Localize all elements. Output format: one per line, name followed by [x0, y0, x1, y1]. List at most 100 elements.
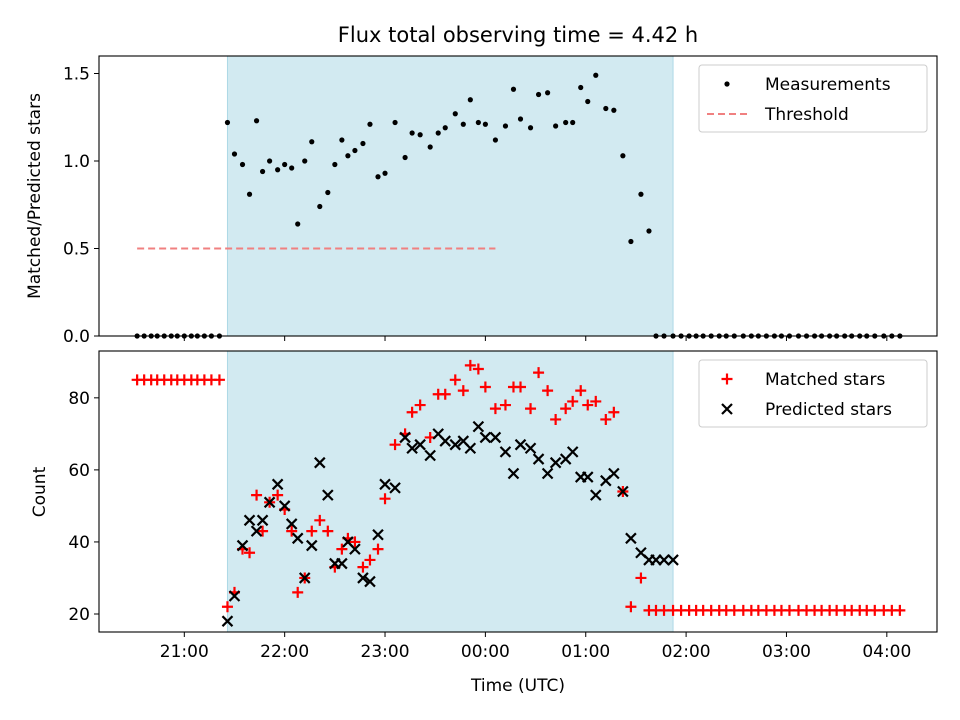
- measurement-point: [527, 125, 534, 131]
- measurement-point: [628, 238, 634, 245]
- x-tick-label: 00:00: [461, 642, 510, 662]
- axes-frame: [98, 350, 938, 633]
- predicted-star-point: [625, 532, 637, 545]
- measurement-point: [231, 151, 238, 157]
- measurement-point: [325, 189, 331, 196]
- predicted-star-point: [514, 438, 527, 451]
- matched-star-point: [590, 395, 602, 407]
- matched-star-point: [349, 536, 361, 548]
- measurement-point: [553, 123, 559, 129]
- matched-star-point: [489, 403, 501, 415]
- legend-marker-measurements: [724, 81, 730, 87]
- measurement-point: [646, 228, 652, 234]
- predicted-star-point: [305, 539, 318, 552]
- predicted-star-point: [499, 446, 512, 458]
- predicted-star-point: [581, 471, 594, 483]
- matched-star-point: [550, 413, 562, 425]
- predicted-star-point: [271, 478, 284, 491]
- measurement-point: [332, 161, 338, 168]
- matched-star-point: [244, 547, 256, 559]
- legend-box: [698, 359, 928, 428]
- x-tick-label: 01:00: [561, 642, 610, 662]
- measurement-point: [578, 84, 584, 91]
- matched-star-point: [292, 586, 304, 598]
- measurement-point: [259, 168, 266, 175]
- measurement-point: [289, 165, 295, 171]
- measurement-point: [309, 139, 315, 145]
- measurement-point: [409, 130, 415, 136]
- measurement-point: [253, 118, 260, 124]
- predicted-star-point: [256, 514, 269, 527]
- legend-marker-matched: [721, 373, 733, 385]
- predicted-star-point: [608, 467, 620, 480]
- top-panel: 0.0 0.5 1.0 1.5 Measurements Threshold: [63, 55, 938, 347]
- matched-star-point: [625, 601, 637, 613]
- measurement-point: [427, 144, 433, 150]
- y-tick-label: 80: [68, 389, 90, 409]
- matched-star-point: [306, 525, 318, 537]
- measurement-point: [345, 153, 351, 159]
- measurement-point: [339, 137, 345, 143]
- predicted-star-point: [658, 554, 670, 566]
- measurement-point: [295, 221, 301, 227]
- measurement-point: [460, 121, 466, 127]
- matched-star-point: [357, 561, 369, 573]
- legend: Matched stars Predicted stars: [698, 359, 928, 428]
- predicted-star-point: [322, 489, 334, 501]
- chart-title: Flux total observing time = 4.42 h: [338, 23, 698, 47]
- observing-span-shade: [226, 55, 674, 337]
- predicted-star-point: [285, 518, 298, 530]
- matched-star-point: [567, 395, 579, 407]
- predicted-star-point: [236, 539, 249, 552]
- measurement-point: [593, 72, 599, 78]
- matched-star-point: [221, 601, 233, 613]
- y-tick-label: 1.5: [63, 65, 90, 85]
- predicted-star-point: [336, 557, 348, 570]
- matched-star-point: [472, 363, 484, 375]
- matched-star-point: [560, 403, 572, 415]
- y-tick-label: 60: [68, 461, 90, 481]
- predicted-star-point: [364, 575, 376, 588]
- top-y-axis-label: Matched/Predicted stars: [25, 93, 45, 299]
- predicted-star-point: [298, 572, 311, 584]
- matched-star-point: [464, 359, 476, 371]
- predicted-star-point: [228, 590, 241, 602]
- x-tick-label: 21:00: [160, 642, 209, 662]
- measurement-point: [545, 90, 551, 96]
- measurement-point: [603, 105, 609, 112]
- measurement-point: [442, 125, 448, 131]
- measurement-point: [563, 119, 569, 126]
- predicted-star-point: [590, 489, 602, 501]
- matched-star-point: [525, 403, 537, 415]
- predicted-star-point: [617, 485, 629, 498]
- x-tick-label: 22:00: [260, 642, 309, 662]
- matched-star-point: [499, 399, 511, 411]
- matched-star-point: [257, 525, 269, 537]
- measurement-point: [638, 191, 644, 197]
- predicted-star-point: [221, 615, 234, 627]
- measurement-point: [482, 121, 488, 127]
- matched-star-point: [439, 388, 451, 400]
- x-tick-label: 02:00: [662, 642, 711, 662]
- x-tick-label: 04:00: [862, 642, 911, 662]
- matched-star-point: [515, 381, 527, 393]
- measurement-point: [502, 123, 509, 129]
- predicted-star-point: [566, 446, 579, 458]
- axes-frame: [98, 55, 938, 337]
- measurement-point: [382, 170, 388, 176]
- measurement-point: [585, 98, 591, 105]
- legend-marker-predicted: [721, 403, 733, 415]
- matched-star-point: [272, 489, 284, 501]
- matched-star-point: [600, 413, 612, 425]
- measurement-point: [510, 86, 517, 92]
- predicted-star-point: [464, 442, 477, 455]
- predicted-star-point: [389, 482, 401, 494]
- predicted-star-point: [667, 554, 679, 566]
- matched-star-point: [379, 493, 391, 505]
- predicted-star-point: [399, 431, 411, 444]
- x-axis-label: Time (UTC): [470, 676, 565, 696]
- predicted-star-point: [349, 543, 361, 555]
- measurement-point: [435, 130, 441, 136]
- matched-star-point: [314, 514, 326, 526]
- measurement-point: [224, 119, 231, 126]
